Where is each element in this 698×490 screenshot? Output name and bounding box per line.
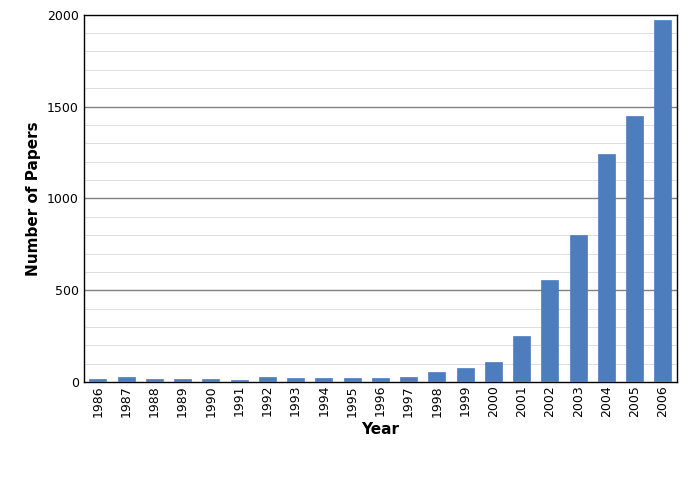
Bar: [570, 235, 586, 382]
Bar: [315, 378, 332, 382]
Bar: [626, 116, 643, 382]
Bar: [343, 378, 361, 382]
Bar: [542, 280, 558, 382]
Bar: [259, 377, 276, 382]
Bar: [655, 20, 671, 382]
Bar: [456, 368, 474, 382]
Bar: [400, 377, 417, 382]
Bar: [89, 379, 106, 382]
Bar: [230, 380, 248, 382]
Y-axis label: Number of Papers: Number of Papers: [27, 121, 41, 276]
X-axis label: Year: Year: [362, 422, 399, 438]
Bar: [513, 336, 530, 382]
Bar: [429, 372, 445, 382]
Bar: [598, 154, 615, 382]
Bar: [118, 377, 135, 382]
Bar: [174, 379, 191, 382]
Bar: [287, 378, 304, 382]
Bar: [485, 362, 502, 382]
Bar: [146, 379, 163, 382]
Bar: [202, 379, 219, 382]
Bar: [372, 378, 389, 382]
